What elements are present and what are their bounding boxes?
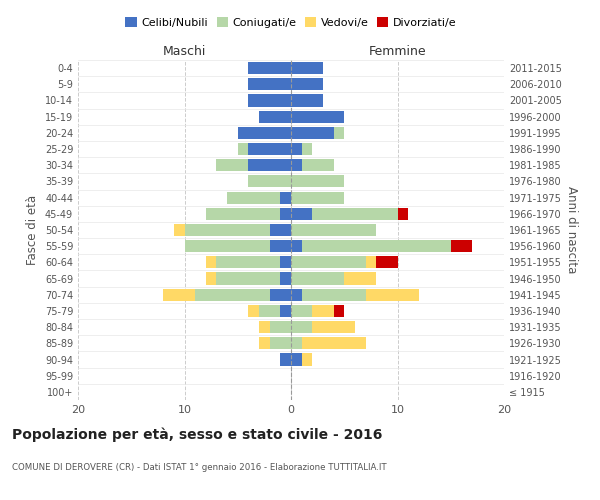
Bar bbox=[259, 305, 280, 317]
Bar bbox=[217, 272, 280, 284]
Bar bbox=[174, 224, 185, 236]
Bar bbox=[291, 143, 302, 155]
Bar bbox=[259, 110, 291, 122]
Bar bbox=[280, 256, 291, 268]
Bar bbox=[270, 288, 291, 301]
Bar bbox=[291, 224, 376, 236]
Bar bbox=[302, 159, 334, 172]
Bar bbox=[227, 192, 280, 203]
Bar bbox=[270, 224, 291, 236]
Bar bbox=[248, 143, 291, 155]
Bar bbox=[451, 240, 472, 252]
Text: Maschi: Maschi bbox=[163, 44, 206, 58]
Bar bbox=[270, 338, 291, 349]
Bar bbox=[185, 224, 270, 236]
Bar bbox=[217, 159, 248, 172]
Text: COMUNE DI DEROVERE (CR) - Dati ISTAT 1° gennaio 2016 - Elaborazione TUTTITALIA.I: COMUNE DI DEROVERE (CR) - Dati ISTAT 1° … bbox=[12, 462, 386, 471]
Bar bbox=[206, 272, 217, 284]
Bar bbox=[280, 354, 291, 366]
Bar bbox=[280, 208, 291, 220]
Bar bbox=[259, 338, 270, 349]
Bar bbox=[313, 321, 355, 333]
Bar bbox=[302, 143, 312, 155]
Bar bbox=[270, 321, 291, 333]
Bar bbox=[238, 143, 248, 155]
Bar bbox=[291, 127, 334, 139]
Bar bbox=[280, 192, 291, 203]
Bar bbox=[313, 208, 398, 220]
Bar bbox=[291, 176, 344, 188]
Bar bbox=[291, 288, 302, 301]
Bar bbox=[313, 305, 334, 317]
Bar bbox=[291, 159, 302, 172]
Bar bbox=[291, 192, 344, 203]
Bar bbox=[365, 256, 376, 268]
Bar bbox=[248, 78, 291, 90]
Legend: Celibi/Nubili, Coniugati/e, Vedovi/e, Divorziati/e: Celibi/Nubili, Coniugati/e, Vedovi/e, Di… bbox=[121, 13, 461, 32]
Bar bbox=[302, 354, 312, 366]
Bar bbox=[248, 176, 291, 188]
Bar bbox=[291, 208, 313, 220]
Bar bbox=[259, 321, 270, 333]
Bar bbox=[238, 127, 291, 139]
Y-axis label: Anni di nascita: Anni di nascita bbox=[565, 186, 578, 274]
Bar bbox=[291, 354, 302, 366]
Bar bbox=[248, 305, 259, 317]
Bar bbox=[163, 288, 195, 301]
Bar bbox=[217, 256, 280, 268]
Bar bbox=[291, 110, 344, 122]
Bar bbox=[291, 305, 313, 317]
Bar bbox=[248, 159, 291, 172]
Bar bbox=[291, 321, 313, 333]
Bar bbox=[344, 272, 376, 284]
Bar bbox=[291, 256, 365, 268]
Bar bbox=[280, 272, 291, 284]
Y-axis label: Fasce di età: Fasce di età bbox=[26, 195, 39, 265]
Bar bbox=[334, 127, 344, 139]
Bar bbox=[248, 94, 291, 106]
Bar bbox=[206, 256, 217, 268]
Bar bbox=[291, 338, 302, 349]
Bar bbox=[248, 62, 291, 74]
Bar bbox=[291, 62, 323, 74]
Bar bbox=[376, 256, 398, 268]
Bar bbox=[302, 338, 365, 349]
Bar bbox=[206, 208, 280, 220]
Bar bbox=[291, 240, 302, 252]
Bar bbox=[398, 208, 408, 220]
Bar bbox=[185, 240, 270, 252]
Bar bbox=[302, 240, 451, 252]
Bar bbox=[365, 288, 419, 301]
Bar bbox=[302, 288, 365, 301]
Bar bbox=[334, 305, 344, 317]
Bar bbox=[291, 78, 323, 90]
Bar bbox=[280, 305, 291, 317]
Text: Femmine: Femmine bbox=[368, 44, 427, 58]
Bar bbox=[291, 272, 344, 284]
Bar bbox=[291, 94, 323, 106]
Text: Popolazione per età, sesso e stato civile - 2016: Popolazione per età, sesso e stato civil… bbox=[12, 428, 382, 442]
Bar bbox=[270, 240, 291, 252]
Bar bbox=[195, 288, 270, 301]
